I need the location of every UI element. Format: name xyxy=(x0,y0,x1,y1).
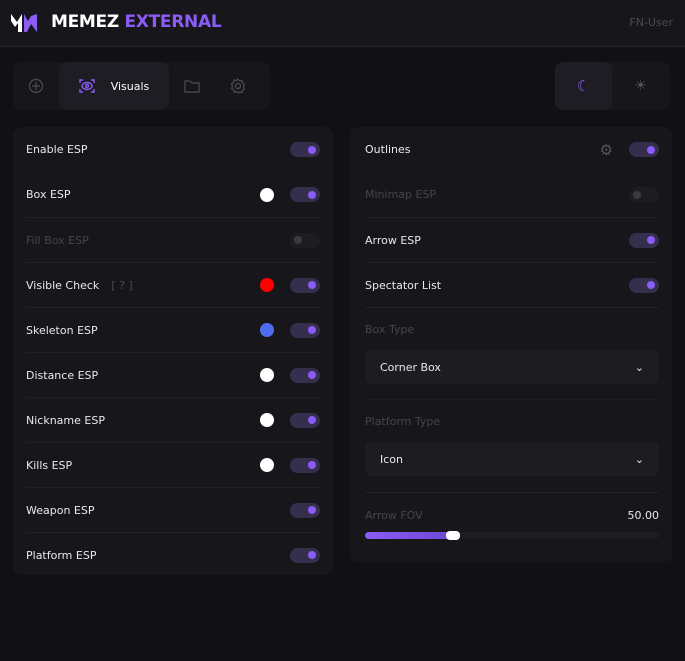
slider-label: Arrow FOV xyxy=(365,508,423,522)
tab-settings[interactable] xyxy=(215,62,261,110)
toggle-row: Fill Box ESP xyxy=(26,217,320,262)
box-type-dropdown[interactable]: Corner Box ⌄ xyxy=(365,350,659,384)
toggle-label: Arrow ESP xyxy=(365,233,421,247)
toggle-row-spectator: Spectator List xyxy=(365,262,659,307)
brand-accent: EXTERNAL xyxy=(124,12,222,32)
chevron-down-icon: ⌄ xyxy=(634,452,644,466)
toggle-row: Kills ESP xyxy=(26,442,320,487)
toggle-row-outlines: Outlines ⚙ xyxy=(365,127,659,172)
header: MEMEZ EXTERNAL FN-User xyxy=(0,0,685,47)
toggle-switch[interactable] xyxy=(290,547,320,563)
platform-type-dropdown[interactable]: Icon ⌄ xyxy=(365,442,659,476)
toggle-row: Nickname ESP xyxy=(26,397,320,442)
dropdown-value: Icon xyxy=(380,452,403,466)
toggle-row: Skeleton ESP xyxy=(26,307,320,352)
toggle-row-minimap: Minimap ESP xyxy=(365,172,659,217)
toggle-switch[interactable] xyxy=(290,142,320,157)
toggle-switch[interactable] xyxy=(629,277,659,293)
slider-value: 50.00 xyxy=(627,508,660,522)
tab-label: Visuals xyxy=(110,79,150,93)
toggle-switch[interactable] xyxy=(629,142,659,157)
color-picker[interactable] xyxy=(260,413,274,427)
toggle-row-arrow: Arrow ESP xyxy=(365,217,659,262)
toggle-label-wrap: Visible Check [ ? ] xyxy=(26,279,260,292)
color-picker[interactable] xyxy=(260,187,274,202)
toggle-switch[interactable] xyxy=(290,412,320,428)
platform-type-label: Platform Type xyxy=(365,399,659,442)
toggle-row: Weapon ESP xyxy=(26,487,320,532)
app-title: MEMEZ EXTERNAL xyxy=(51,12,222,32)
toggle-switch[interactable] xyxy=(290,187,320,202)
light-theme-button[interactable]: ☀ xyxy=(612,62,669,110)
brand-main: MEMEZ xyxy=(51,12,119,32)
toggle-label: Distance ESP xyxy=(26,368,99,382)
dropdown-value: Corner Box xyxy=(380,360,441,374)
toggle-label: Outlines xyxy=(365,143,411,156)
toggle-label: Platform ESP xyxy=(26,548,97,562)
esp-panel-left: Enable ESP Box ESP Fill Box ESP Visible Che… xyxy=(13,127,333,575)
toggle-row: Platform ESP xyxy=(26,532,320,577)
toggle-label: Nickname ESP xyxy=(26,413,105,427)
sun-icon: ☀ xyxy=(634,78,647,94)
folder-icon xyxy=(184,80,200,93)
toggle-switch[interactable] xyxy=(290,277,320,293)
chevron-down-icon: ⌄ xyxy=(634,360,644,374)
toggle-label: Spectator List xyxy=(365,278,442,292)
toggle-switch[interactable] xyxy=(290,232,320,248)
arrow-fov-row: Arrow FOV 50.00 xyxy=(365,492,659,537)
color-picker[interactable] xyxy=(260,323,274,337)
toggle-label: Kills ESP xyxy=(26,458,73,472)
color-picker[interactable] xyxy=(260,458,274,472)
gear-icon[interactable]: ⚙ xyxy=(599,140,613,159)
tab-aimbot[interactable] xyxy=(13,62,59,110)
arrow-fov-slider[interactable] xyxy=(365,531,659,540)
toggle-switch[interactable] xyxy=(290,457,320,473)
toggle-label: Skeleton ESP xyxy=(26,323,98,337)
toggle-label: Minimap ESP xyxy=(365,188,437,201)
color-picker[interactable] xyxy=(260,278,274,292)
toggle-switch[interactable] xyxy=(629,232,659,248)
toggle-label: Visible Check xyxy=(26,278,100,292)
color-picker[interactable] xyxy=(260,368,274,382)
toggle-row: Visible Check [ ? ] xyxy=(26,262,320,307)
username: FN-User xyxy=(629,16,673,29)
crosshair-icon xyxy=(28,78,44,94)
tab-configs[interactable] xyxy=(169,62,215,110)
toggle-switch[interactable] xyxy=(290,502,320,518)
moon-icon: ☾ xyxy=(576,77,591,95)
slider-fill xyxy=(365,532,454,539)
toggle-row: Distance ESP xyxy=(26,352,320,397)
slider-handle[interactable] xyxy=(446,531,461,540)
gear-icon xyxy=(230,78,246,94)
theme-toggle: ☾ ☀ xyxy=(555,62,670,110)
logo-icon xyxy=(11,14,37,32)
help-hint[interactable]: [ ? ] xyxy=(111,278,133,292)
box-type-label: Box Type xyxy=(365,307,659,350)
tab-visuals[interactable]: Visuals xyxy=(59,62,169,110)
eye-scan-icon xyxy=(79,79,95,93)
toggle-switch[interactable] xyxy=(629,187,659,202)
esp-panel-right: Outlines ⚙ Minimap ESP Arrow ESP Spectato… xyxy=(350,127,672,562)
toggle-switch[interactable] xyxy=(290,322,320,338)
toggle-row: Box ESP xyxy=(26,172,320,217)
toggle-label: Weapon ESP xyxy=(26,503,95,517)
toggle-row: Enable ESP xyxy=(26,127,320,172)
dark-theme-button[interactable]: ☾ xyxy=(555,62,612,110)
toggle-label: Fill Box ESP xyxy=(26,233,89,247)
toggle-label: Box ESP xyxy=(26,188,71,201)
toggle-label: Enable ESP xyxy=(26,143,88,156)
toggle-switch[interactable] xyxy=(290,367,320,383)
tab-bar: Visuals xyxy=(13,62,270,110)
